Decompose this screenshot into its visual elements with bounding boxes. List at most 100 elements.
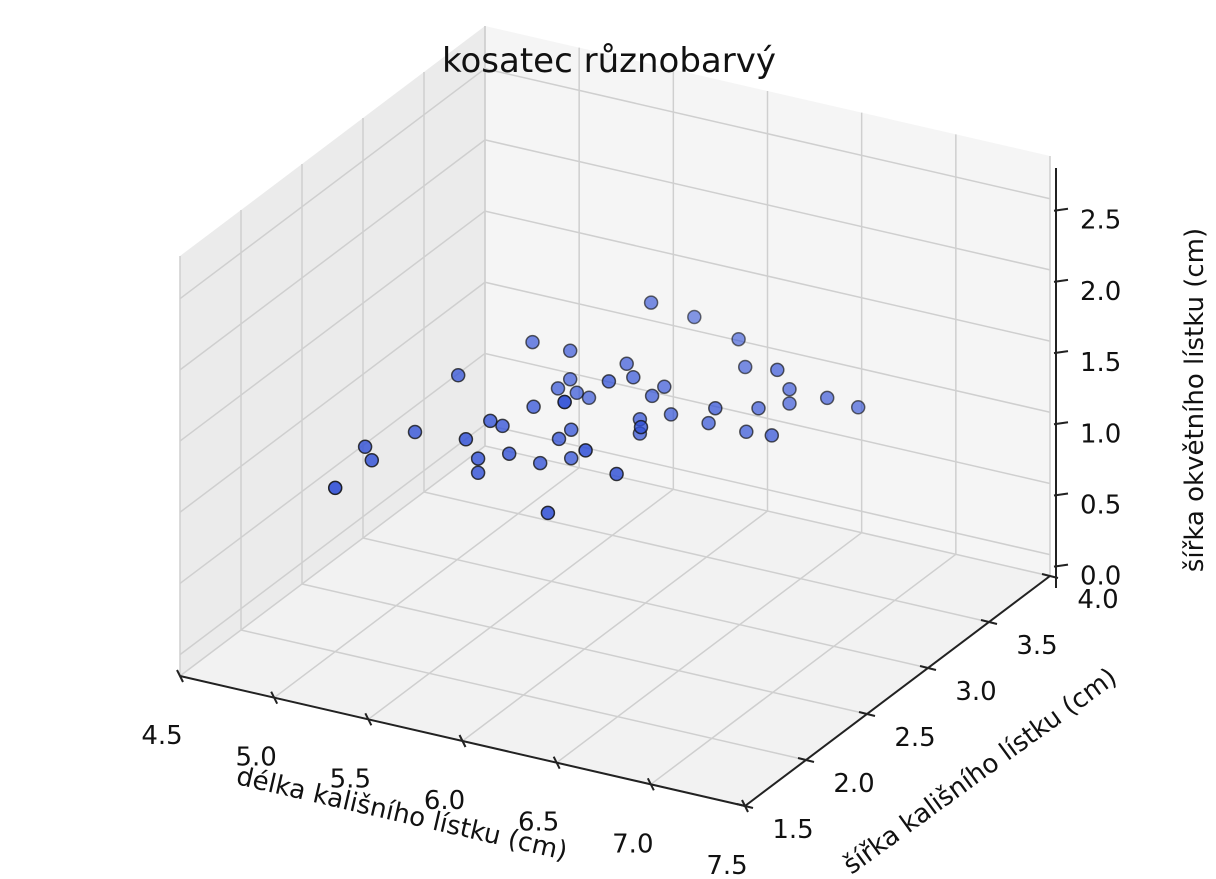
x-tick-label: 6.0 bbox=[424, 786, 465, 816]
x-tick-label: 5.5 bbox=[330, 764, 371, 794]
x-tick-label: 5.0 bbox=[235, 743, 276, 773]
grid-line bbox=[179, 352, 486, 585]
data-point bbox=[626, 370, 641, 385]
grid-line bbox=[179, 68, 486, 300]
data-point bbox=[562, 371, 578, 387]
x-tick bbox=[458, 734, 467, 748]
grid-line bbox=[484, 445, 1051, 577]
data-point bbox=[739, 424, 754, 440]
data-point bbox=[708, 400, 723, 416]
data-point bbox=[501, 446, 517, 461]
grid-line bbox=[240, 629, 807, 761]
data-point bbox=[601, 374, 617, 389]
data-point bbox=[687, 309, 702, 325]
x-tick bbox=[176, 669, 184, 683]
tick-labels: 4.55.05.56.06.57.07.51.52.02.53.03.54.00… bbox=[141, 206, 1121, 879]
z-tick bbox=[1053, 421, 1069, 426]
grid-line bbox=[650, 553, 957, 785]
data-point bbox=[470, 451, 486, 466]
z-tick-label: 0.0 bbox=[1080, 562, 1121, 592]
x-tick-label: 6.5 bbox=[518, 808, 559, 838]
grid-line bbox=[362, 537, 929, 669]
grid-line bbox=[484, 352, 1051, 485]
x-tick-label: 7.5 bbox=[706, 851, 747, 879]
grid-line bbox=[484, 139, 1051, 271]
data-point bbox=[327, 480, 343, 496]
y-tick-label: 3.5 bbox=[1016, 631, 1057, 661]
y-tick bbox=[980, 619, 998, 625]
z-tick-label: 1.0 bbox=[1080, 419, 1121, 449]
y-tick-label: 2.0 bbox=[833, 769, 874, 799]
data-point bbox=[563, 422, 579, 437]
data-point bbox=[770, 362, 785, 378]
data-point bbox=[450, 368, 466, 383]
grid-line bbox=[301, 583, 868, 715]
grid-line bbox=[484, 67, 1051, 200]
data-point bbox=[581, 390, 597, 406]
data-point bbox=[643, 295, 659, 310]
data-point bbox=[701, 415, 716, 431]
y-tick-label: 2.5 bbox=[894, 723, 935, 753]
y-tick bbox=[736, 803, 754, 809]
left-pane bbox=[180, 26, 485, 676]
data-point bbox=[782, 396, 797, 411]
z-tick-label: 1.5 bbox=[1080, 348, 1121, 378]
data-point bbox=[557, 394, 572, 410]
chart-title: kosatec různobarvý bbox=[442, 41, 776, 81]
y-tick bbox=[797, 757, 815, 763]
data-point bbox=[551, 431, 567, 447]
data-point bbox=[357, 439, 373, 455]
data-point bbox=[663, 407, 679, 422]
grid-line bbox=[179, 445, 486, 677]
x-tick bbox=[646, 777, 655, 791]
y-tick-label: 4.0 bbox=[1077, 585, 1118, 615]
data-point bbox=[540, 505, 556, 521]
grid-lines bbox=[179, 26, 1051, 807]
data-points bbox=[327, 295, 866, 521]
data-point bbox=[458, 432, 474, 447]
x-tick-label: 7.0 bbox=[612, 829, 653, 859]
y-tick bbox=[858, 711, 876, 717]
y-tick bbox=[919, 665, 937, 671]
z-axis-label: šířka okvětního lístku (cm) bbox=[1180, 228, 1210, 572]
data-point bbox=[633, 419, 649, 435]
data-point bbox=[619, 356, 634, 372]
grid-line bbox=[484, 281, 1051, 414]
data-point bbox=[578, 443, 593, 458]
z-tick bbox=[1053, 278, 1069, 283]
grid-line bbox=[462, 510, 768, 742]
data-point bbox=[764, 428, 780, 443]
data-point bbox=[737, 359, 753, 375]
data-point bbox=[563, 450, 579, 466]
x-tick-label: 4.5 bbox=[141, 721, 182, 751]
data-point bbox=[751, 401, 766, 416]
z-tick bbox=[1053, 563, 1069, 568]
data-point bbox=[525, 334, 540, 350]
data-point bbox=[850, 400, 866, 415]
grid-line bbox=[484, 210, 1051, 342]
data-point bbox=[562, 343, 578, 359]
z-tick bbox=[1053, 350, 1069, 355]
x-tick bbox=[270, 691, 279, 705]
y-axis-line bbox=[744, 575, 1051, 807]
data-point bbox=[819, 390, 835, 406]
data-point bbox=[569, 385, 585, 401]
y-tick-label: 3.0 bbox=[955, 677, 996, 707]
grid-line bbox=[179, 210, 486, 442]
grid-line bbox=[179, 424, 486, 656]
data-point bbox=[550, 381, 566, 396]
data-point bbox=[483, 413, 498, 429]
data-point bbox=[470, 465, 486, 481]
z-tick-label: 0.5 bbox=[1080, 490, 1121, 520]
axis-panes bbox=[180, 26, 1050, 806]
grid-line bbox=[556, 532, 863, 764]
data-point bbox=[657, 379, 672, 394]
grid-line bbox=[484, 423, 1051, 556]
y-tick-label: 1.5 bbox=[772, 815, 813, 845]
data-point bbox=[532, 455, 548, 471]
x-tick bbox=[364, 712, 373, 726]
grid-line bbox=[179, 281, 486, 513]
grid-line bbox=[179, 139, 486, 371]
data-point bbox=[364, 453, 380, 468]
z-tick bbox=[1053, 492, 1069, 497]
